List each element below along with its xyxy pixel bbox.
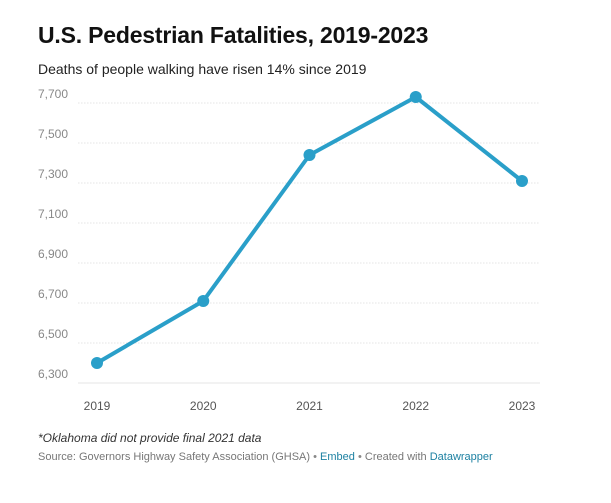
footnote: *Oklahoma did not provide final 2021 dat… (38, 431, 262, 445)
chart-title: U.S. Pedestrian Fatalities, 2019-2023 (38, 22, 429, 48)
y-tick-label: 7,100 (38, 207, 68, 221)
chart-subtitle: Deaths of people walking have risen 14% … (38, 61, 367, 77)
y-tick-label: 6,500 (38, 327, 68, 341)
y-tick-label: 6,900 (38, 247, 68, 261)
y-tick-label: 7,500 (38, 127, 68, 141)
data-point (91, 357, 103, 369)
line-chart: 6,300 6,500 6,700 6,900 7,100 7,300 7,500 7,700… (38, 87, 540, 413)
data-point (409, 91, 422, 103)
separator: • (357, 451, 362, 463)
y-tick-label: 7,300 (38, 167, 68, 181)
x-tick-label: 2021 (296, 399, 323, 413)
x-tick-label: 2020 (190, 399, 217, 413)
series-line (95, 95, 524, 365)
y-tick-label: 6,700 (38, 287, 68, 301)
embed-link[interactable]: Embed (320, 451, 355, 463)
source-footer: Source: Governors Highway Safety Associa… (38, 451, 493, 463)
y-tick-label: 7,700 (38, 87, 68, 101)
datawrapper-link[interactable]: Datawrapper (429, 451, 493, 463)
created-with-label: Created with (364, 451, 427, 463)
x-tick-label: 2023 (509, 399, 536, 413)
source-label: Source: Governors Highway Safety Associa… (38, 451, 311, 463)
data-point (303, 149, 316, 161)
data-point (197, 295, 210, 307)
y-tick-label: 6,300 (38, 367, 68, 381)
data-point (516, 175, 528, 187)
separator: • (313, 451, 317, 463)
x-tick-label: 2022 (402, 399, 429, 413)
x-tick-label: 2019 (84, 399, 111, 413)
